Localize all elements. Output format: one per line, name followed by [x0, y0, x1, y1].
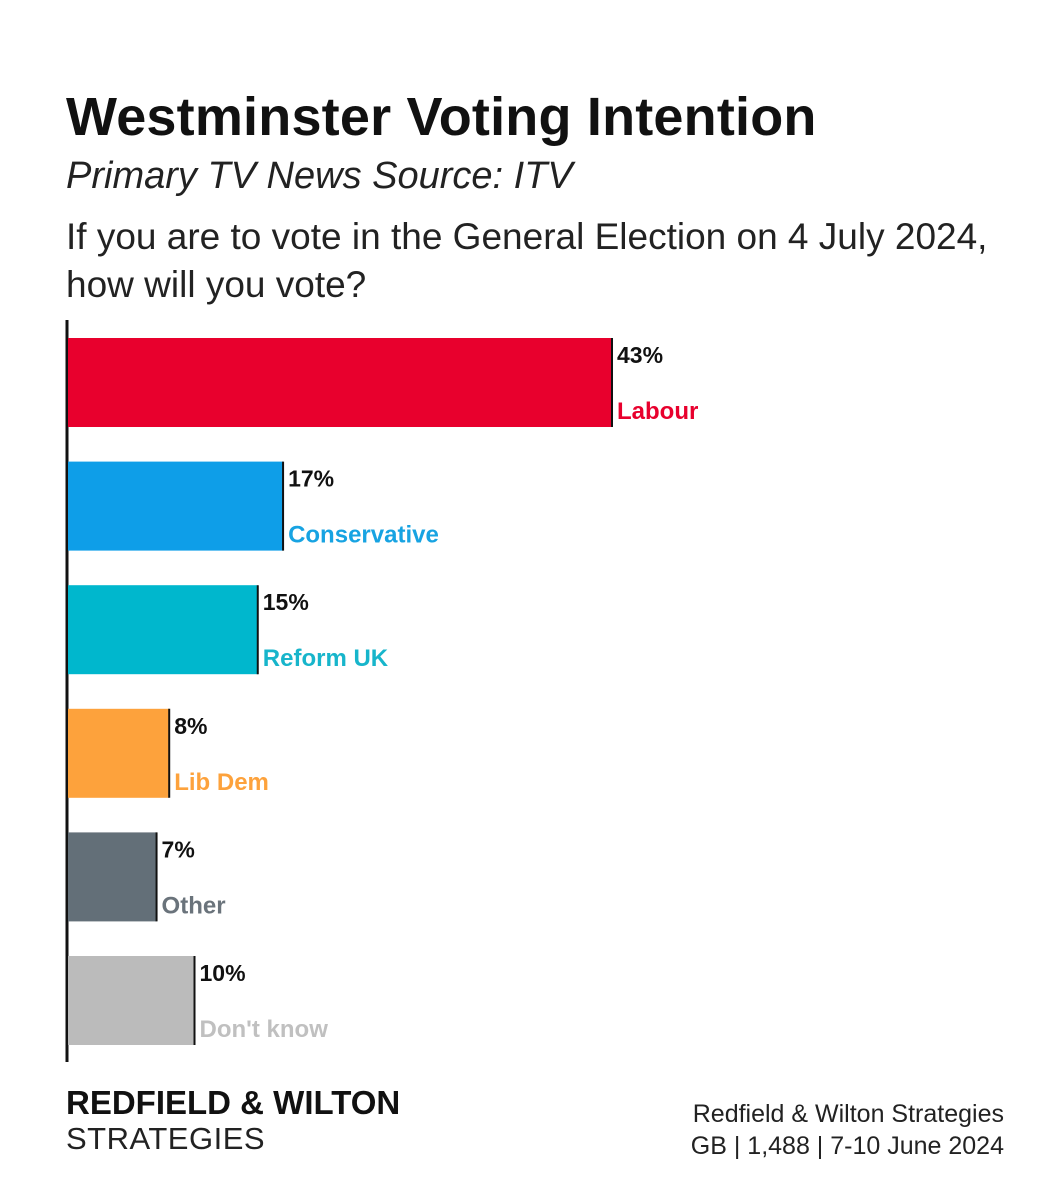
category-label-labour: Labour: [617, 398, 698, 425]
source-note: Redfield & Wilton Strategies GB | 1,488 …: [691, 1098, 1004, 1162]
brand-name: REDFIELD & WILTON: [66, 1084, 401, 1121]
value-label-labour: 43%: [617, 342, 663, 368]
bar-conservative: [68, 461, 284, 551]
value-label-don-t-know: 10%: [200, 960, 246, 986]
bar-other: [68, 832, 157, 922]
value-label-other: 7%: [162, 836, 195, 862]
value-label-conservative: 17%: [288, 466, 334, 492]
category-label-lib-dem: Lib Dem: [174, 769, 269, 796]
brand-logo: REDFIELD & WILTON STRATEGIES: [66, 1085, 400, 1157]
bar-labour: [68, 338, 612, 427]
brand-tagline: STRATEGIES: [66, 1121, 266, 1156]
value-label-lib-dem: 8%: [174, 713, 207, 739]
bar-reform-uk: [68, 585, 258, 675]
survey-question: If you are to vote in the General Electi…: [66, 216, 988, 305]
bar-don-t-know: [68, 956, 195, 1045]
category-label-conservative: Conservative: [288, 522, 439, 549]
chart-title: Westminster Voting Intention: [66, 87, 817, 147]
value-label-reform-uk: 15%: [263, 589, 309, 615]
source-org: Redfield & Wilton Strategies: [692, 1100, 1004, 1128]
chart-subtitle: Primary TV News Source: ITV: [66, 155, 573, 197]
bar-lib-dem: [68, 708, 170, 798]
category-label-other: Other: [162, 892, 226, 919]
source-details: GB | 1,488 | 7-10 June 2024: [690, 1132, 1004, 1160]
category-label-don-t-know: Don't know: [200, 1016, 329, 1043]
category-label-reform-uk: Reform UK: [263, 645, 389, 672]
